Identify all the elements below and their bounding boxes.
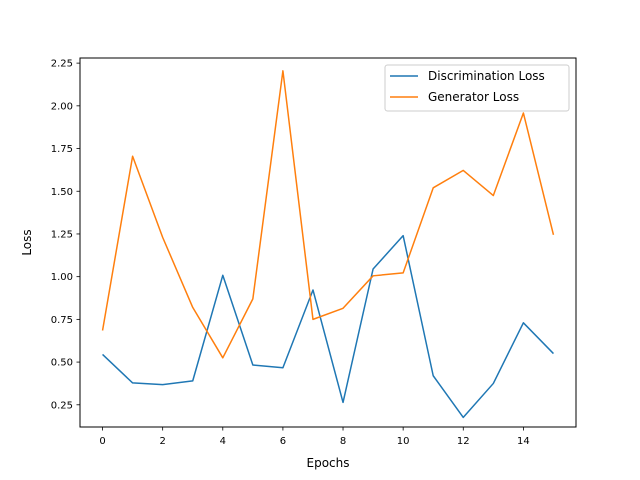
y-tick-label: 1.25 (51, 229, 73, 240)
y-tick-label: 0.75 (51, 315, 73, 326)
ticks-layer: 0 2 4 6 8 10 12 14 0.25 0.50 0.75 1.00 1.25 1.50 1.75 2… (51, 59, 530, 447)
x-axis-label: Epochs (307, 456, 350, 470)
y-tick-label: 0.50 (51, 358, 73, 369)
x-tick-label: 10 (397, 436, 410, 447)
y-axis-label: Loss (20, 229, 34, 255)
y-tick-label: 0.25 (51, 400, 73, 411)
series-line-1 (102, 234, 554, 419)
series-line-2 (101, 70, 555, 359)
x-tick-label: 0 (99, 436, 105, 447)
y-tick-label: 2.25 (51, 59, 73, 70)
legend: Discrimination Loss Generator Loss (384, 64, 570, 112)
legend-label-1: Discrimination Loss (428, 69, 545, 83)
y-tick-label: 1.00 (51, 272, 73, 283)
axes-frame (79, 57, 577, 428)
x-tick-label: 8 (340, 436, 346, 447)
x-tick-label: 4 (220, 436, 226, 447)
x-tick-label: 12 (457, 436, 470, 447)
x-tick-label: 6 (280, 436, 286, 447)
x-tick-label: 14 (517, 436, 530, 447)
series-layer (101, 70, 555, 419)
y-tick-label: 1.75 (51, 144, 73, 155)
x-tick-label: 2 (159, 436, 165, 447)
y-tick-label: 2.00 (51, 101, 73, 112)
legend-frame (384, 64, 570, 112)
legend-label-2: Generator Loss (428, 90, 519, 104)
y-tick-label: 1.50 (51, 187, 73, 198)
